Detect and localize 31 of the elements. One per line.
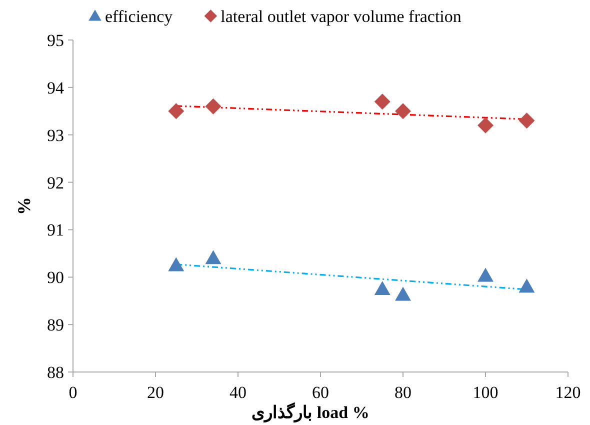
- x-tick-label: 20: [147, 383, 164, 402]
- y-tick-label: 91: [47, 220, 64, 240]
- point: [168, 103, 184, 120]
- x-axis-title: بارگذاری load %: [252, 402, 370, 423]
- point: [478, 268, 494, 282]
- y-tick-label: 90: [47, 268, 64, 288]
- y-tick-label: 89: [47, 316, 64, 335]
- y-tick-label: 88: [47, 363, 64, 382]
- point: [518, 278, 535, 293]
- x-tick-label: 120: [555, 383, 581, 402]
- point: [205, 250, 222, 264]
- y-tick-label: 95: [47, 31, 64, 50]
- point: [395, 103, 411, 120]
- legend-label: efficiency: [105, 7, 174, 26]
- y-tick-label: 93: [47, 126, 64, 145]
- y-tick-label: 92: [47, 173, 64, 192]
- point: [205, 98, 222, 114]
- x-tick-label: 100: [472, 383, 498, 402]
- x-tick-label: 40: [230, 383, 246, 402]
- point: [395, 286, 411, 301]
- point: [374, 94, 390, 110]
- legend-label: lateral outlet vapor volume fraction: [220, 7, 462, 26]
- point: [478, 117, 494, 134]
- y-axis-title: %: [14, 197, 34, 215]
- x-tick-label: 60: [312, 383, 329, 402]
- x-tick-label: 0: [68, 383, 78, 402]
- point: [518, 112, 535, 129]
- point: [168, 257, 184, 272]
- x-tick-label: 80: [394, 383, 412, 402]
- point: [374, 281, 390, 295]
- y-tick-label: 94: [47, 78, 64, 98]
